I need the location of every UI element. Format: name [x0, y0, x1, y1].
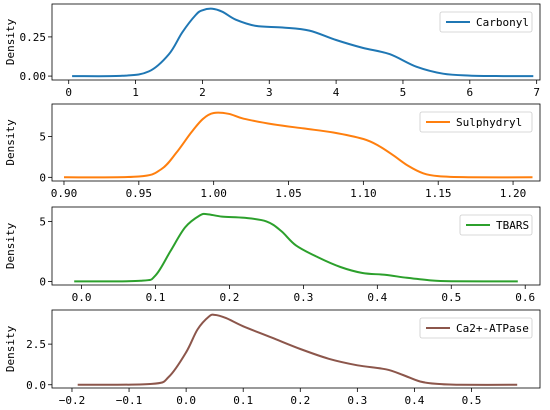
x-tick-label: 2 [199, 86, 206, 99]
series-line-tbars [74, 212, 518, 283]
x-tick-label: 4 [333, 86, 340, 99]
series-line-sulphydryl [63, 111, 533, 179]
subplot-3: 0.0 0.1 0.2 0.3 0.4 0.5 0.6 0 5 Density TBARS [4, 206, 541, 304]
x-tick-label: 0.95 [126, 187, 153, 200]
x-tick-label: 0.3 [293, 291, 313, 304]
x-tick-label: 0.1 [146, 291, 166, 304]
x-tick-label: 7 [533, 86, 540, 99]
x-tick-label: 1 [132, 86, 139, 99]
series-line-carbonyl [72, 7, 534, 78]
axes-frame [51, 103, 541, 182]
x-tick-label: 0.0 [72, 291, 92, 304]
axes-frame [51, 309, 541, 389]
x-tick-label: 0 [65, 86, 72, 99]
y-tick-label: 5 [39, 215, 46, 228]
x-tick-label: 3 [266, 86, 273, 99]
x-tick-label: 0.4 [367, 291, 387, 304]
axes-frame [51, 206, 541, 286]
y-axis-label: Density [4, 18, 17, 65]
y-tick-label: 0.0 [26, 379, 46, 392]
legend-label: TBARS [496, 219, 529, 232]
subplot-2: 0.90 0.95 1.00 1.05 1.10 1.15 1.20 0 5 Density Sul… [4, 103, 541, 200]
legend-label: Carbonyl [476, 16, 529, 29]
legend-box [419, 317, 533, 339]
x-tick-label: 1.15 [425, 187, 452, 200]
y-tick-label: 2.5 [26, 338, 46, 351]
legend-label: Ca2+-ATPase [456, 322, 529, 335]
y-tick-label: 0 [39, 171, 46, 184]
x-tick-label: 6 [466, 86, 473, 99]
series-line-ca2-atpase [77, 313, 518, 386]
legend-box [459, 214, 533, 236]
y-tick-label: 0 [39, 275, 46, 288]
legend-label: Sulphydryl [456, 116, 522, 129]
x-tick-label: −0.2 [59, 394, 86, 407]
legend-box [439, 11, 533, 33]
x-tick-label: 1.20 [500, 187, 527, 200]
x-tick-label: 1.00 [200, 187, 227, 200]
x-tick-label: 1.10 [350, 187, 377, 200]
x-tick-label: 5 [400, 86, 407, 99]
x-tick-label: 0.1 [233, 394, 253, 407]
y-tick-label: 5 [39, 131, 46, 144]
x-tick-label: 0.90 [51, 187, 78, 200]
axes-frame [51, 3, 541, 81]
x-tick-label: 0.6 [515, 291, 535, 304]
y-axis-label: Density [4, 222, 17, 269]
x-tick-label: 0.3 [347, 394, 367, 407]
y-tick-label: 0.25 [20, 31, 47, 44]
x-tick-label: 0.5 [441, 291, 461, 304]
x-tick-label: −0.1 [116, 394, 143, 407]
y-tick-label: 0.00 [20, 70, 47, 83]
x-tick-label: 1.05 [275, 187, 302, 200]
legend-box [419, 111, 533, 133]
y-axis-label: Density [4, 119, 17, 166]
x-tick-label: 0.2 [290, 394, 310, 407]
y-axis-label: Density [4, 325, 17, 372]
x-tick-label: 0.5 [462, 394, 482, 407]
x-tick-label: 0.0 [176, 394, 196, 407]
x-tick-label: 0.2 [220, 291, 240, 304]
x-tick-label: 0.4 [404, 394, 424, 407]
subplot-4: −0.2 −0.1 0.0 0.1 0.2 0.3 0.4 0.5 0.0 2.5 Density C… [4, 309, 541, 407]
